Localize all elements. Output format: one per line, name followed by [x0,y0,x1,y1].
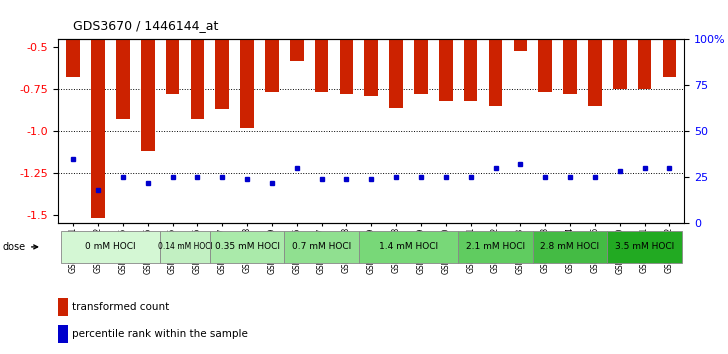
Bar [141,0,154,151]
Bar [215,0,229,109]
Bar [339,0,353,94]
Bar [210,231,285,263]
Bar [588,0,602,106]
Bar [160,231,210,263]
Text: 3.5 mM HOCl: 3.5 mM HOCl [615,242,674,251]
Bar [60,231,160,263]
Bar [613,0,627,89]
Bar [539,0,552,92]
Text: 1.4 mM HOCl: 1.4 mM HOCl [379,242,438,251]
Text: percentile rank within the sample: percentile rank within the sample [72,329,248,339]
Bar [533,231,607,263]
Text: 2.1 mM HOCl: 2.1 mM HOCl [466,242,525,251]
Bar [563,0,577,94]
Text: 0 mM HOCl: 0 mM HOCl [85,242,135,251]
Text: 2.8 mM HOCl: 2.8 mM HOCl [540,242,600,251]
Bar [290,0,304,61]
Bar [662,0,676,78]
Bar [265,0,279,92]
Bar [116,0,130,119]
Bar [488,0,502,106]
Bar [66,0,80,78]
Bar [91,0,105,218]
Bar [638,0,652,89]
Bar [607,231,682,263]
Bar [58,325,68,343]
Bar [166,0,179,94]
Text: 0.7 mM HOCl: 0.7 mM HOCl [292,242,351,251]
Bar [359,231,458,263]
Bar [464,0,478,101]
Bar [414,0,428,94]
Bar [365,0,378,96]
Text: transformed count: transformed count [72,302,170,312]
Bar [191,0,204,119]
Bar [458,231,533,263]
Text: 0.35 mM HOCl: 0.35 mM HOCl [215,242,280,251]
Text: dose: dose [3,242,38,252]
Text: GDS3670 / 1446144_at: GDS3670 / 1446144_at [73,19,218,32]
Bar [439,0,453,101]
Bar [240,0,254,128]
Bar [314,0,328,92]
Bar [58,297,68,315]
Text: 0.14 mM HOCl: 0.14 mM HOCl [157,242,213,251]
Bar [285,231,359,263]
Bar [513,0,527,51]
Bar [389,0,403,108]
